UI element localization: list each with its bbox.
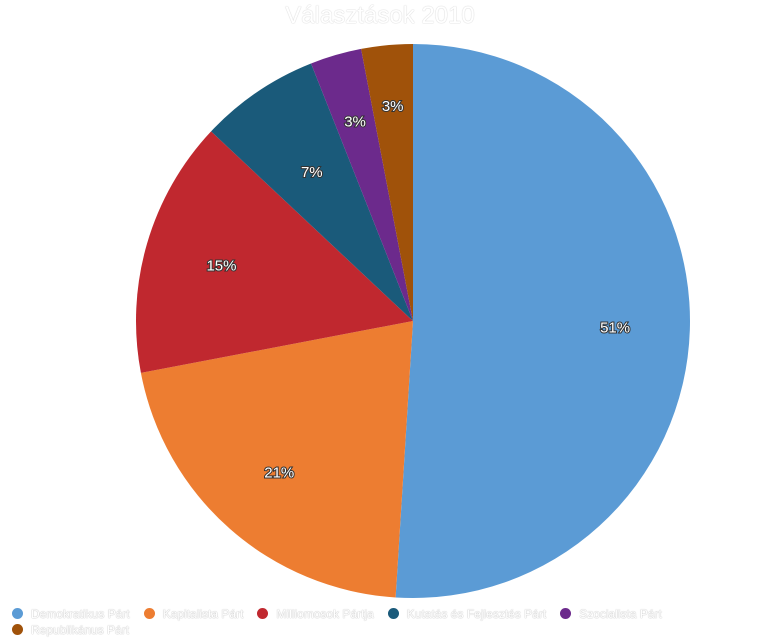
legend-item: Kutatás és Fejlesztés Párt [387, 606, 547, 621]
legend: Demokratikus Párt Kapitalista Párt Milliom… [12, 606, 752, 638]
slice-label-4: 7% [301, 164, 323, 181]
pie-slice-1 [395, 44, 690, 598]
pie-slice-5 [311, 48, 413, 321]
legend-swatch [143, 608, 155, 619]
slice-label-1: 51% [600, 319, 630, 336]
legend-swatch [257, 608, 269, 619]
pie-chart: 51% 21% 15% 7% 3% 3% [136, 44, 690, 598]
legend-swatch [387, 608, 399, 619]
slice-label-3: 15% [206, 257, 236, 274]
legend-swatch [12, 624, 23, 635]
legend-item: Szocialista Párt [560, 606, 662, 621]
pie-slice-3 [136, 131, 413, 373]
legend-swatch [560, 608, 572, 619]
legend-label: Szocialista Párt [579, 606, 662, 621]
chart-title: Választások 2010 [285, 2, 475, 29]
legend-label: Kapitalista Párt [162, 606, 244, 621]
legend-label: Demokratikus Párt [31, 606, 130, 621]
pie-slice-4 [211, 63, 413, 322]
pie-slice-6 [361, 44, 413, 321]
legend-item: Kapitalista Párt [143, 606, 244, 621]
legend-label: Kutatás és Fejlesztés Párt [406, 606, 547, 621]
legend-item: Milliomosok Pártja [257, 606, 374, 621]
pie-slice-2 [140, 321, 413, 598]
legend-label: Republikánus Párt [31, 622, 130, 637]
slice-label-5: 3% [344, 113, 366, 130]
legend-label: Milliomosok Pártja [276, 606, 374, 621]
legend-item: Republikánus Párt [12, 622, 129, 637]
legend-swatch [12, 608, 23, 619]
slice-label-2: 21% [264, 465, 294, 482]
legend-item: Demokratikus Párt [12, 606, 130, 621]
slice-label-6: 3% [382, 98, 404, 115]
